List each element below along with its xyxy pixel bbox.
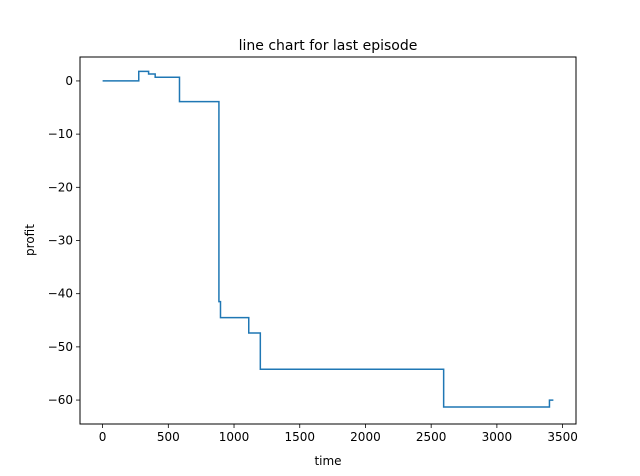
x-tick-label: 0: [99, 430, 107, 444]
series-line-0: [102, 70, 554, 408]
x-tick-label: 2500: [416, 430, 447, 444]
y-tick-label: −10: [48, 127, 73, 141]
x-tick-label: 3500: [547, 430, 578, 444]
y-tick-label: 0: [65, 74, 73, 88]
x-tick-label: 1000: [219, 430, 250, 444]
y-tick-label: −60: [48, 393, 73, 407]
y-tick-label: −40: [48, 287, 73, 301]
x-axis-label: time: [314, 454, 341, 468]
x-tick-label: 2000: [350, 430, 381, 444]
chart-title: line chart for last episode: [239, 38, 418, 54]
y-tick-label: −30: [48, 234, 73, 248]
plot-area: [102, 70, 554, 408]
y-axis-label: profit: [23, 224, 37, 256]
x-tick-label: 500: [157, 430, 180, 444]
x-tick-label: 3000: [482, 430, 513, 444]
x-tick-label: 1500: [284, 430, 315, 444]
y-tick-label: −20: [48, 180, 73, 194]
y-tick-label: −50: [48, 340, 73, 354]
